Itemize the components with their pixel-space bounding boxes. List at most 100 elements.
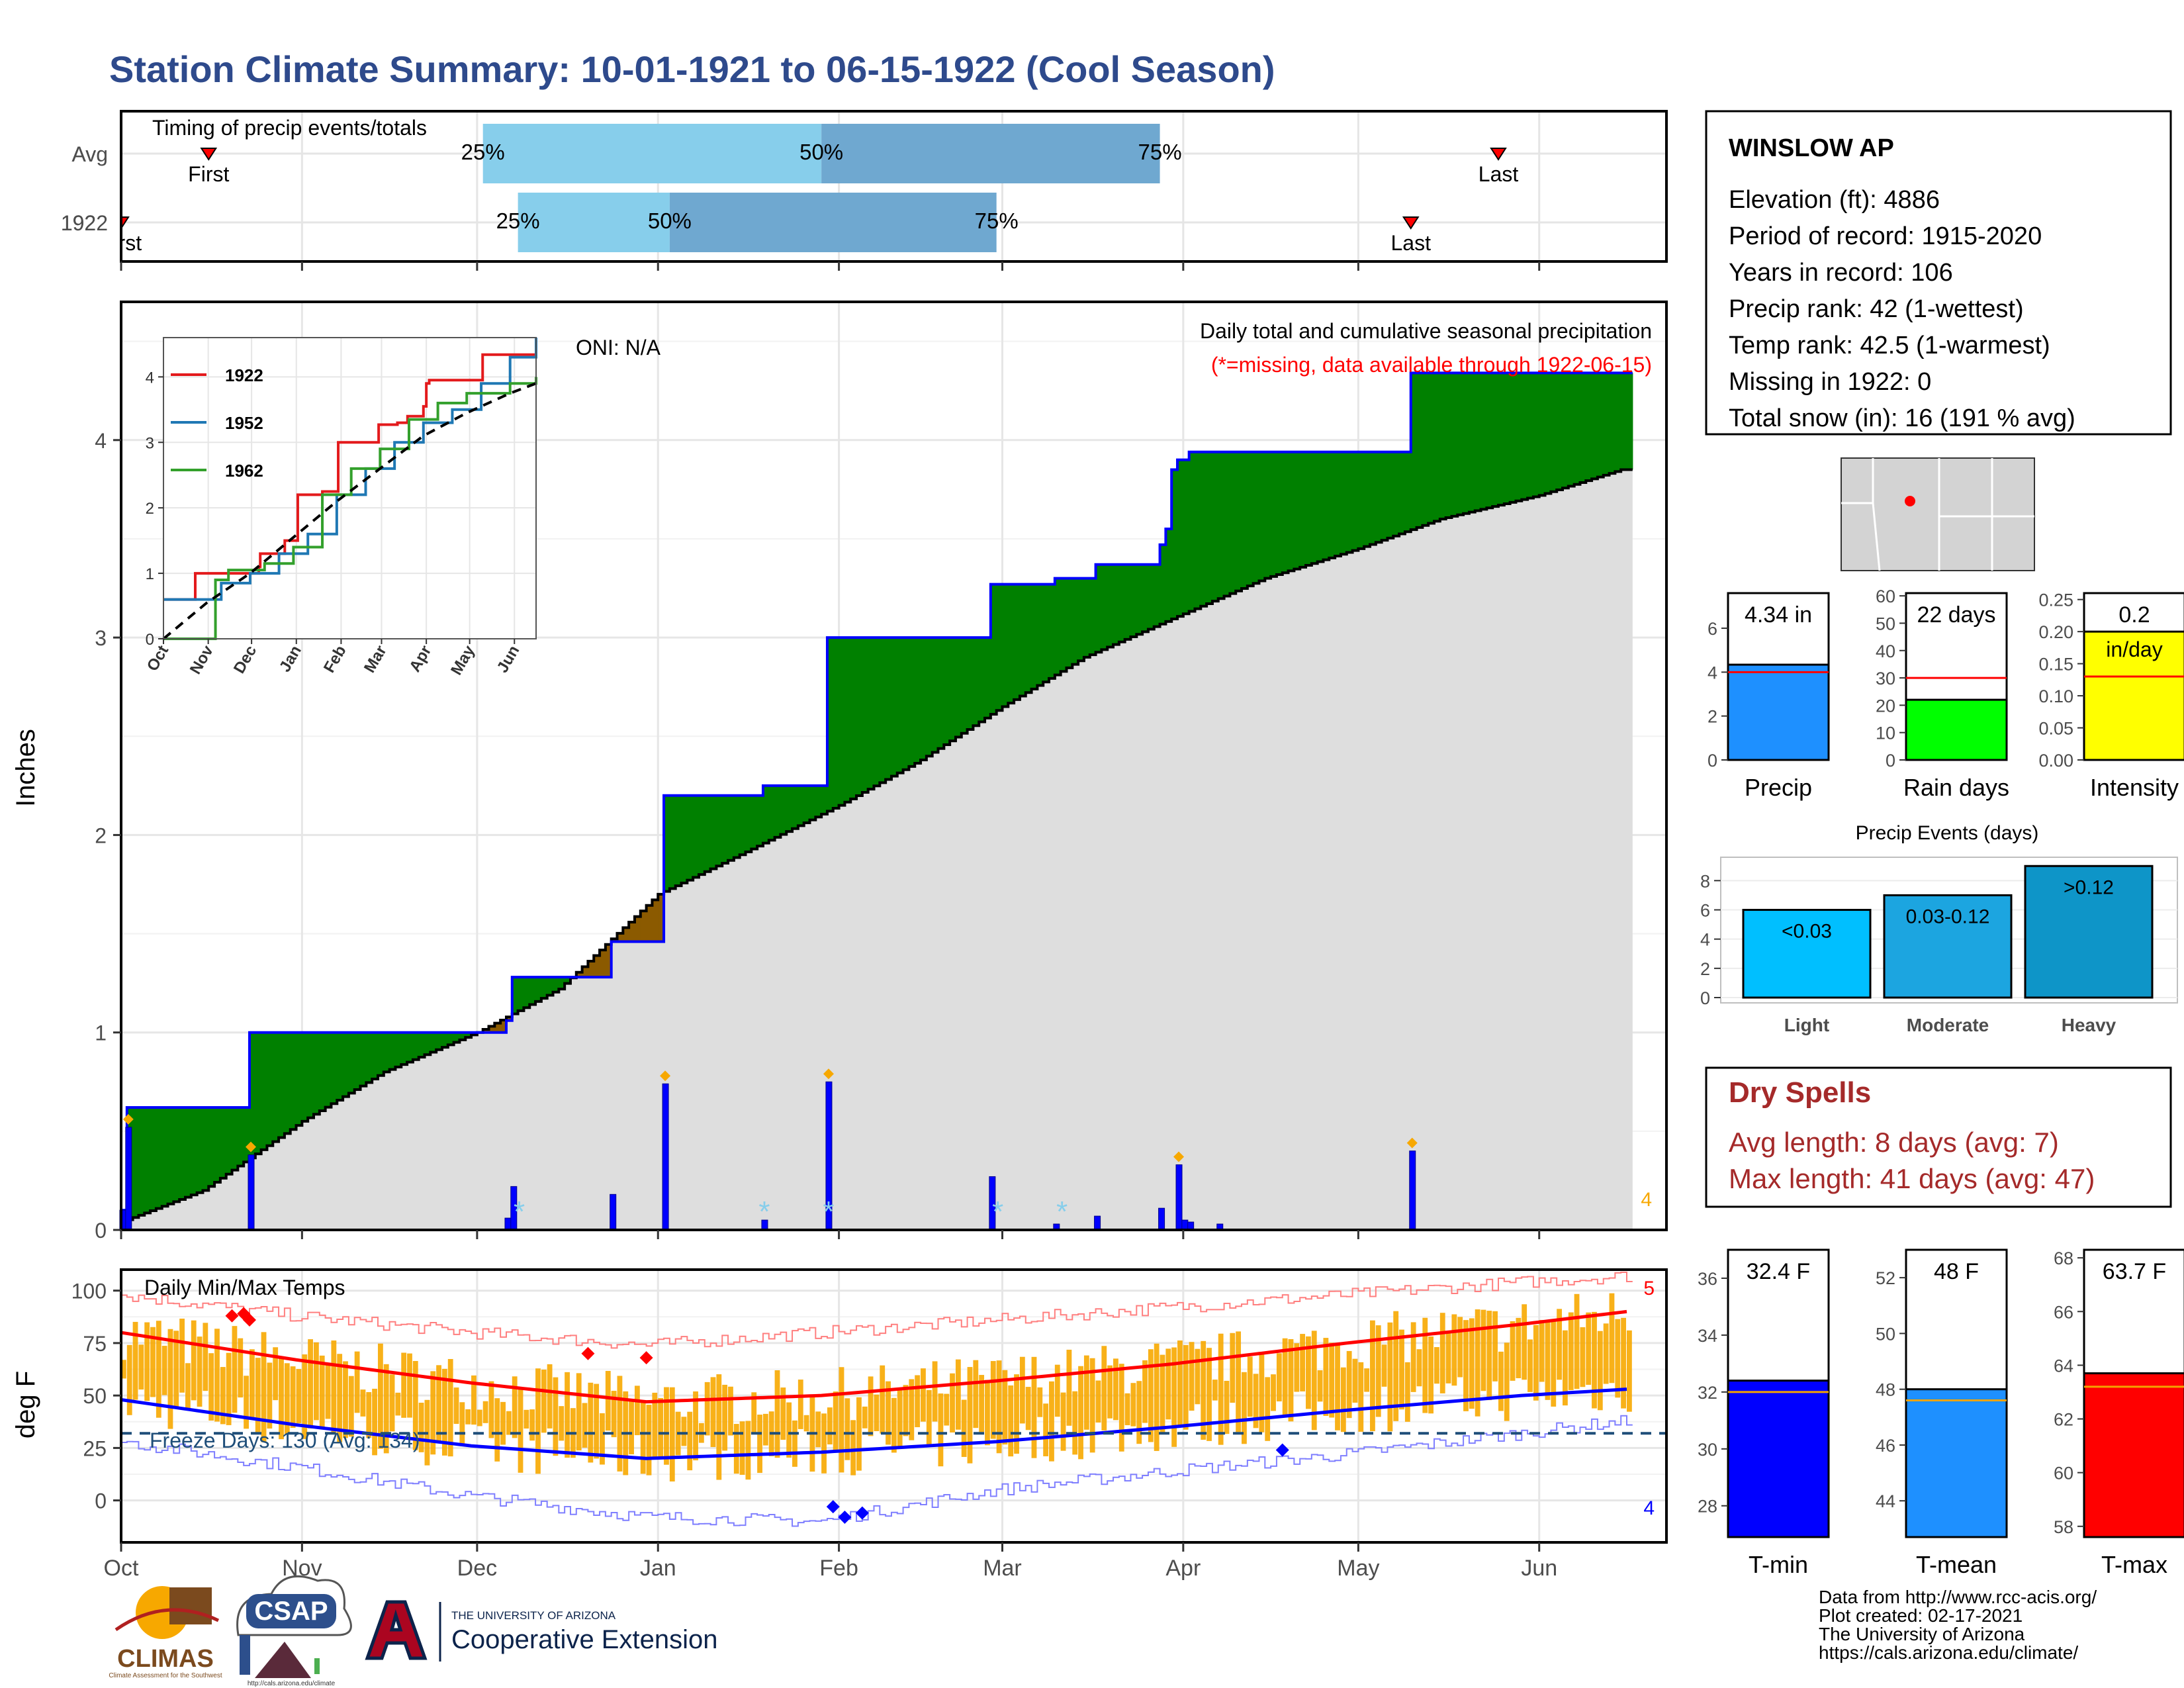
temp-bar-tick: 64 [2054, 1356, 2073, 1376]
daily-temp-range-bar [1445, 1332, 1451, 1383]
daily-temp-range-bar [1568, 1312, 1574, 1390]
summary-sidebar: WINSLOW AP Elevation (ft): 4886 Period of … [1698, 110, 2184, 1578]
daily-precip-bar [248, 1154, 255, 1231]
events-tick: 8 [1700, 871, 1710, 891]
month-tick-label: Feb [819, 1556, 858, 1581]
daily-temp-range-bar [1603, 1323, 1609, 1384]
above-normal-fill [535, 977, 542, 1002]
timing-row-label: 1922 [61, 211, 108, 235]
missing-note: (*=missing, data available through 1922-… [1211, 353, 1652, 377]
above-normal-fill [1037, 584, 1044, 686]
station-info-line: Total snow (in): 16 (191 % avg) [1729, 404, 2075, 432]
daily-temp-range-bar [1557, 1309, 1563, 1380]
temp-bar-value-0: 32.4 F [1747, 1259, 1810, 1284]
above-normal-fill [1118, 564, 1126, 642]
daily-temp-range-bar [1323, 1338, 1329, 1416]
daily-precip-bar [662, 1083, 669, 1231]
daily-temp-range-bar [1282, 1338, 1288, 1416]
above-normal-fill [1195, 451, 1201, 609]
normal-precip-area [121, 469, 1633, 1230]
record-high-marker [242, 1313, 256, 1327]
above-normal-fill [768, 785, 776, 841]
daily-temp-range-bar [161, 1346, 167, 1395]
above-normal-fill [1434, 373, 1441, 522]
above-normal-fill [161, 1107, 169, 1207]
above-normal-fill [1510, 373, 1517, 502]
above-normal-fill [950, 637, 956, 741]
record-high-count: 5 [1643, 1278, 1655, 1299]
above-normal-fill [815, 785, 822, 818]
below-normal-fill [629, 922, 635, 942]
daily-temp-range-bar [267, 1362, 273, 1429]
daily-temp-range-bar [482, 1401, 488, 1423]
above-normal-fill [797, 785, 805, 826]
above-normal-fill [1533, 373, 1540, 497]
above-normal-fill [757, 795, 764, 847]
daily-temp-range-bar [757, 1415, 762, 1474]
above-normal-fill [418, 1032, 426, 1057]
above-normal-fill [733, 795, 741, 858]
above-normal-fill [1323, 451, 1330, 560]
daily-temp-range-bar [255, 1358, 261, 1435]
daily-temp-range-bar [1306, 1336, 1311, 1409]
footer-line: The University of Arizona [1819, 1624, 2025, 1644]
normal-max-line [120, 1309, 1627, 1404]
daily-temp-range-bar [600, 1413, 605, 1465]
below-normal-fill [500, 1019, 507, 1033]
above-normal-fill [1504, 373, 1511, 504]
daily-temp-range-bar [453, 1387, 459, 1425]
summary-bar-value-1: 22 days [1917, 602, 1995, 628]
above-normal-fill [967, 637, 974, 730]
summary-bar-tick: 2 [1707, 707, 1717, 727]
daily-temp-range-bar [214, 1329, 220, 1422]
daily-temp-range-bar [348, 1376, 354, 1437]
above-normal-fill [1404, 451, 1412, 532]
timing-p75-label: 75% [1138, 140, 1182, 164]
daily-temp-range-bar [302, 1354, 308, 1439]
page-title: Station Climate Summary: 10-01-1921 to 0… [109, 48, 1275, 90]
daily-temp-range-bar [1177, 1340, 1183, 1427]
above-normal-fill [1265, 451, 1271, 579]
daily-temp-range-bar [704, 1382, 710, 1436]
above-normal-fill [944, 637, 950, 745]
daily-temp-range-bar [1580, 1327, 1586, 1387]
month-tick-label: Oct [104, 1556, 139, 1581]
station-info-box [1705, 110, 2172, 436]
daily-temp-range-bar [1154, 1343, 1160, 1451]
daily-temp-range-bar [1008, 1385, 1014, 1457]
daily-temp-range-bar [401, 1352, 407, 1418]
above-normal-fill [518, 977, 525, 1011]
daily-temp-range-bar [459, 1402, 465, 1445]
daily-temp-range-bar [1300, 1334, 1306, 1391]
above-normal-fill [1060, 578, 1068, 672]
daily-temp-range-bar [1533, 1325, 1539, 1401]
below-normal-fill [611, 939, 618, 942]
daily-temp-range-bar [1195, 1348, 1201, 1405]
timing-p25-label: 25% [496, 209, 540, 233]
daily-temp-range-bar [990, 1361, 996, 1439]
above-normal-fill [1300, 451, 1306, 567]
daily-temp-range-bar [1171, 1347, 1177, 1447]
daily-temp-range-bar [932, 1361, 938, 1422]
above-normal-fill [377, 1032, 385, 1076]
precip-event-bar-heavy [2024, 865, 2154, 999]
above-normal-fill [1457, 373, 1464, 515]
above-normal-fill [1054, 578, 1062, 675]
above-normal-fill [1592, 373, 1598, 479]
daily-temp-range-bar [1118, 1364, 1124, 1452]
above-normal-fill [985, 637, 991, 718]
below-normal-fill [652, 900, 659, 942]
heavy-precip-marker [1406, 1137, 1418, 1149]
precip-event-bar-moderate [1883, 894, 2013, 999]
daily-temp-range-bar [1060, 1392, 1066, 1451]
above-normal-fill [1160, 544, 1166, 624]
temp-bar-tick: 58 [2054, 1517, 2073, 1537]
above-normal-fill [669, 795, 676, 889]
above-normal-fill [704, 795, 711, 872]
timing-p75-label: 75% [975, 209, 1019, 233]
daily-temp-range-bar [921, 1368, 926, 1422]
above-normal-fill [366, 1032, 373, 1083]
precip-caption: Daily total and cumulative seasonal prec… [1200, 319, 1652, 343]
daily-temp-range-bar [762, 1413, 768, 1446]
above-normal-fill [1340, 451, 1347, 555]
